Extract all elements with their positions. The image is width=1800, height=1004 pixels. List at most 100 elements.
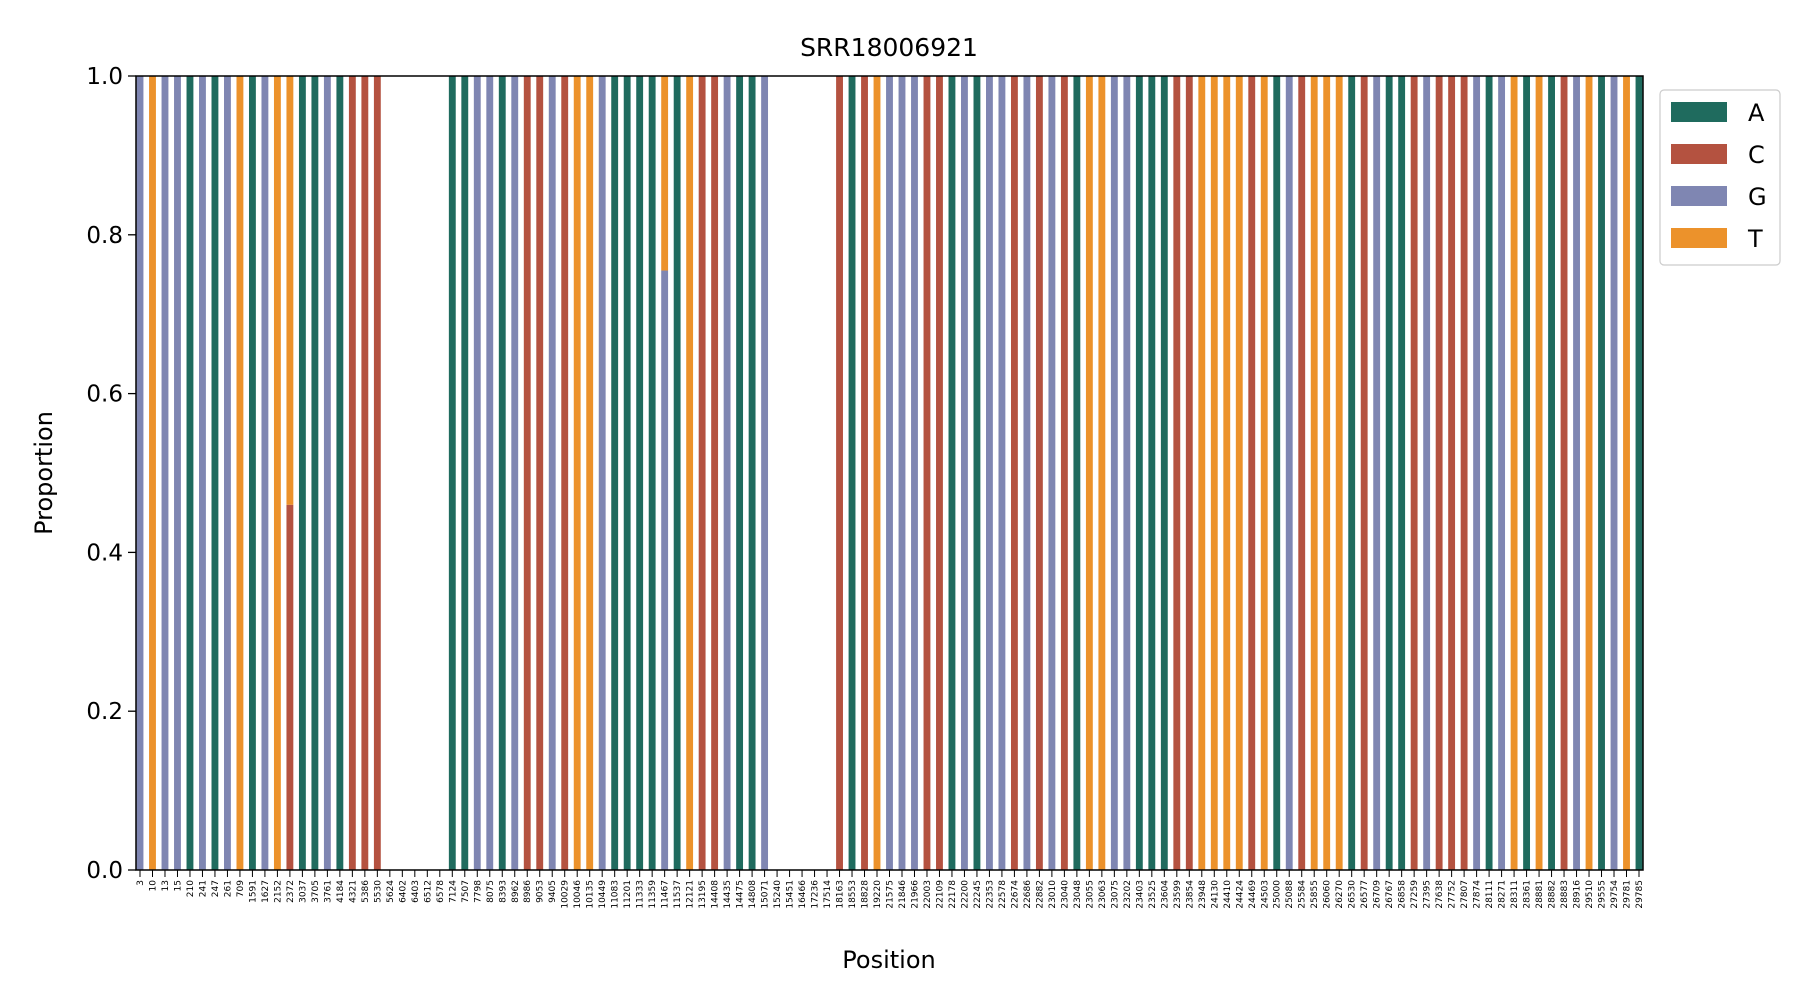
- x-tick-label-22882: 22882: [1035, 880, 1045, 909]
- bar-segment-G-21846: [898, 76, 906, 870]
- x-tick-label-1591: 1591: [248, 880, 258, 903]
- bar-segment-A-3705: [311, 76, 319, 870]
- x-tick-label-23948: 23948: [1198, 880, 1208, 909]
- x-tick-label-3037: 3037: [298, 880, 308, 903]
- x-tick-label-24424: 24424: [1235, 880, 1245, 909]
- x-tick-label-17236: 17236: [811, 880, 821, 909]
- bar-segment-C-27807: [1460, 76, 1468, 870]
- x-tick-label-17514: 17514: [823, 880, 833, 909]
- x-tick-label-24469: 24469: [1248, 880, 1258, 909]
- bar-segment-A-28361: [1523, 76, 1531, 870]
- legend-swatch-C: [1671, 144, 1727, 164]
- bar-segment-C-27259: [1410, 76, 1418, 870]
- bar-segment-A-11201: [623, 76, 631, 870]
- x-tick-label-11201: 11201: [623, 880, 633, 909]
- legend-label-C: C: [1748, 141, 1765, 169]
- x-tick-label-29555: 29555: [1598, 880, 1608, 909]
- x-tick-label-2152: 2152: [273, 880, 283, 903]
- bar-segment-A-1591: [248, 76, 256, 870]
- bar-segment-G-22353: [986, 76, 993, 870]
- bar-segment-T-29781: [1623, 76, 1630, 870]
- bars-group: [136, 76, 1643, 870]
- x-tick-label-25088: 25088: [1285, 880, 1295, 909]
- bar-segment-A-11537: [673, 76, 681, 870]
- x-tick-label-22245: 22245: [973, 880, 983, 909]
- bar-segment-G-261: [224, 76, 231, 870]
- bar-segment-C-5530: [373, 76, 381, 870]
- bar-segment-T-10135: [586, 76, 594, 870]
- x-tick-label-13: 13: [161, 880, 171, 891]
- bar-segment-G-27874: [1473, 76, 1481, 870]
- bar-segment-A-29785: [1635, 76, 1643, 870]
- bar-segment-A-28882: [1548, 76, 1555, 870]
- bar-segment-C-23040: [1060, 76, 1068, 870]
- bar-segment-A-11359: [648, 76, 656, 870]
- x-tick-label-28361: 28361: [1523, 880, 1533, 909]
- bar-segment-G-22578: [998, 76, 1006, 870]
- bar-segment-A-3037: [298, 76, 306, 870]
- x-tick-label-27807: 27807: [1460, 880, 1470, 909]
- x-tick-label-3: 3: [136, 880, 146, 886]
- x-tick-label-18828: 18828: [861, 880, 871, 909]
- x-tick-label-26530: 26530: [1348, 880, 1358, 909]
- x-tick-label-29510: 29510: [1585, 880, 1595, 909]
- bar-segment-T-25855: [1310, 76, 1318, 870]
- bar-segment-C-23599: [1173, 76, 1181, 870]
- bar-segment-C-2372: [286, 504, 294, 870]
- x-tick-label-18553: 18553: [848, 880, 858, 909]
- bar-segment-A-8393: [498, 76, 506, 870]
- x-tick-label-10046: 10046: [573, 880, 583, 909]
- bar-segment-C-9053: [536, 76, 544, 870]
- x-tick-label-28882: 28882: [1548, 880, 1558, 909]
- x-tick-label-23403: 23403: [1135, 880, 1145, 909]
- bar-segment-T-29510: [1585, 76, 1593, 870]
- bar-segment-A-18553: [848, 76, 856, 870]
- x-tick-label-8986: 8986: [523, 880, 533, 903]
- x-tick-label-8075: 8075: [486, 880, 496, 903]
- bar-segment-A-26530: [1348, 76, 1356, 870]
- x-tick-label-26270: 26270: [1335, 880, 1345, 909]
- x-axis-label: Position: [842, 946, 935, 974]
- bar-segment-G-8962: [511, 76, 519, 870]
- x-tick-label-2372: 2372: [286, 880, 296, 903]
- bar-segment-G-1627: [261, 76, 269, 870]
- bar-segment-A-29555: [1598, 76, 1605, 870]
- y-tick-label: 0.0: [86, 858, 123, 884]
- x-tick-label-23055: 23055: [1085, 880, 1095, 909]
- x-tick-label-15451: 15451: [786, 880, 796, 909]
- bar-segment-C-28883: [1560, 76, 1568, 870]
- x-tick-label-25584: 25584: [1298, 880, 1308, 909]
- x-tick-label-23604: 23604: [1160, 880, 1170, 909]
- bar-segment-A-11083: [611, 76, 619, 870]
- x-tick-label-26060: 26060: [1323, 880, 1333, 909]
- bar-segment-T-23063: [1098, 76, 1106, 870]
- x-tick-label-210: 210: [186, 880, 196, 897]
- bar-segment-T-23055: [1085, 76, 1093, 870]
- x-axis: 3 10 13 15 210 241 247 261 709 1591 1627 2152 2372 30…: [136, 870, 1645, 909]
- bar-segment-G-3761: [323, 76, 331, 870]
- bar-segment-A-26858: [1398, 76, 1406, 870]
- bar-segment-G-21575: [886, 76, 893, 870]
- bar-segment-G-23010: [1048, 76, 1056, 870]
- bar-segment-G-14435: [723, 76, 731, 870]
- x-tick-label-8393: 8393: [498, 880, 508, 903]
- bar-segment-C-14408: [711, 76, 719, 870]
- x-tick-label-24503: 24503: [1260, 880, 1270, 909]
- x-tick-label-27752: 27752: [1448, 880, 1458, 909]
- x-tick-label-25000: 25000: [1273, 880, 1283, 909]
- bar-segment-G-11467: [661, 270, 669, 870]
- bar-segment-T-2372: [286, 76, 294, 505]
- bar-segment-G-13: [161, 76, 169, 870]
- x-tick-label-10449: 10449: [598, 880, 608, 909]
- bar-segment-T-28881: [1535, 76, 1543, 870]
- x-tick-label-6512: 6512: [423, 880, 433, 903]
- bar-segment-T-10046: [573, 76, 581, 870]
- x-tick-label-28883: 28883: [1560, 880, 1570, 909]
- x-tick-label-22674: 22674: [1010, 880, 1020, 909]
- bar-segment-T-10: [149, 76, 156, 870]
- bar-segment-G-29754: [1610, 76, 1618, 870]
- legend-label-A: A: [1748, 99, 1765, 127]
- bar-segment-C-18828: [861, 76, 868, 870]
- y-axis: 0.0 0.2 0.4 0.6 0.8 1.0: [86, 64, 136, 884]
- x-tick-label-29754: 29754: [1610, 880, 1620, 909]
